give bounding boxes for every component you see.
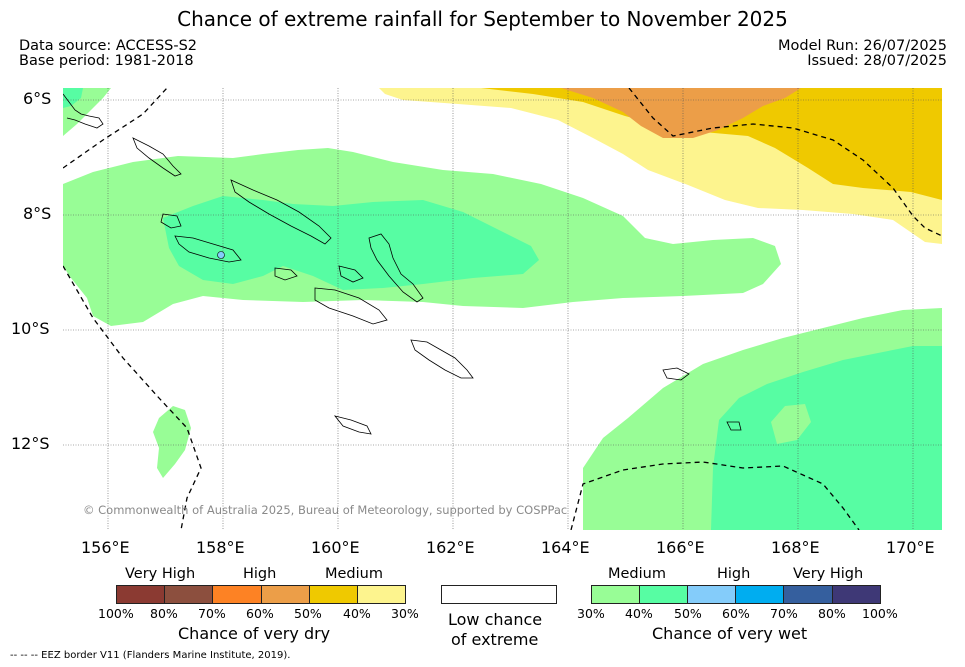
wet-tick-100: 100% (862, 606, 898, 621)
dry-high-50-60-area (561, 88, 801, 138)
dry-tick-30: 30% (391, 606, 419, 621)
issued-date: Issued: 28/07/2025 (807, 53, 947, 69)
lon-label-168e: 168°E (771, 538, 820, 557)
dry-tick-80: 80% (150, 606, 178, 621)
wet-tick-80: 80% (818, 606, 846, 621)
dry-tick-50: 50% (294, 606, 322, 621)
dry-swatch-50-40 (310, 585, 358, 604)
wet-legend-header-very-high: Very High (793, 566, 864, 582)
data-source: Data source: ACCESS-S2 (19, 38, 198, 54)
wet-legend-header-medium: Medium (608, 566, 666, 582)
dry-tick-40: 40% (343, 606, 371, 621)
wet-medium-30-40-islet-area (153, 406, 191, 478)
lon-label-156e: 156°E (81, 538, 130, 557)
map-canvas (63, 88, 942, 530)
eez-border-note: -- -- -- EEZ border V11 (Flanders Marine… (10, 650, 291, 661)
wet-tick-60: 60% (722, 606, 750, 621)
copyright-notice: © Commonwealth of Australia 2025, Bureau… (83, 503, 568, 517)
wet-medium-40-50-south-area (711, 346, 942, 530)
wet-swatch-70-80 (784, 585, 833, 604)
lon-label-170e: 170°E (886, 538, 935, 557)
low-chance-title-line2: of extreme (451, 630, 539, 649)
wet-tick-40: 40% (625, 606, 653, 621)
wet-medium-40-50-north-area (63, 88, 83, 108)
metadata-left: Data source: ACCESS-S2 Base period: 1981… (19, 39, 197, 69)
wet-medium-40-50-north-area (163, 196, 539, 290)
wet-medium-30-40-pocket-area (771, 404, 811, 444)
wet-swatch-50-60 (688, 585, 736, 604)
wet-swatch-30-40 (591, 585, 640, 604)
dry-legend-title: Chance of very dry (178, 624, 331, 643)
low-chance-title-line1: Low chance (448, 610, 543, 629)
rainfall-map: © Commonwealth of Australia 2025, Bureau… (63, 88, 942, 530)
lat-label-8s: 8°S (23, 204, 52, 223)
lat-label-10s: 10°S (11, 319, 50, 338)
wet-legend-title: Chance of very wet (652, 624, 808, 643)
low-chance-swatch (441, 585, 557, 604)
model-run: Model Run: 26/07/2025 (777, 38, 947, 54)
dry-colorbar-frame (116, 585, 406, 604)
dry-swatch-80-70 (165, 585, 213, 604)
wet-tick-70: 70% (770, 606, 798, 621)
wet-swatch-60-70 (736, 585, 784, 604)
dry-tick-60: 60% (246, 606, 274, 621)
lat-label-6s: 6°S (23, 89, 52, 108)
dry-swatch-100-80 (116, 585, 165, 604)
lon-label-162e: 162°E (426, 538, 475, 557)
base-period: Base period: 1981-2018 (19, 53, 194, 69)
dry-legend-header-medium: Medium (325, 566, 383, 582)
wet-high-spot (217, 251, 225, 259)
dry-swatch-60-50 (262, 585, 310, 604)
wet-tick-50: 50% (674, 606, 702, 621)
coastlines (63, 93, 742, 435)
dry-swatch-70-60 (213, 585, 262, 604)
dry-tick-100: 100% (98, 606, 134, 621)
wet-colorbar-frame (591, 585, 881, 604)
lon-label-164e: 164°E (541, 538, 590, 557)
wet-tick-30: 30% (577, 606, 605, 621)
dry-tick-70: 70% (198, 606, 226, 621)
graticule (63, 88, 942, 530)
map-title: Chance of extreme rainfall for September… (177, 7, 788, 31)
metadata-right: Model Run: 26/07/2025 Issued: 28/07/2025 (778, 39, 947, 69)
eez-borders (63, 88, 942, 530)
dry-legend-header-high: High (243, 566, 277, 582)
lat-label-12s: 12°S (11, 434, 50, 453)
dry-legend-header-very-high: Very High (125, 566, 196, 582)
lon-label-160e: 160°E (311, 538, 360, 557)
lon-label-166e: 166°E (656, 538, 705, 557)
dry-medium-40-50-area (481, 88, 942, 200)
lon-label-158e: 158°E (196, 538, 245, 557)
wet-swatch-40-50 (640, 585, 688, 604)
wet-legend-header-high: High (717, 566, 751, 582)
